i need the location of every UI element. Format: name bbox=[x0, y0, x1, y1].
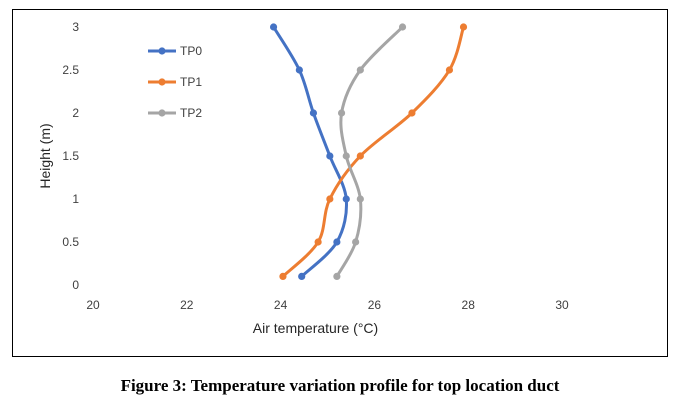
data-point bbox=[333, 272, 341, 280]
data-point bbox=[459, 23, 468, 31]
y-axis-title: Height (m) bbox=[37, 123, 53, 188]
x-tick-label: 28 bbox=[462, 298, 476, 312]
data-point bbox=[326, 152, 334, 160]
legend-swatch-marker bbox=[158, 109, 166, 117]
x-axis-title: Air temperature (°C) bbox=[253, 320, 378, 336]
x-tick-label: 30 bbox=[555, 298, 569, 312]
legend-item-tp1: TP1 bbox=[148, 75, 202, 89]
y-tick-label: 2 bbox=[72, 106, 79, 120]
series-tp2 bbox=[333, 23, 407, 280]
x-tick-label: 24 bbox=[274, 298, 288, 312]
series-line bbox=[281, 25, 466, 278]
data-point bbox=[269, 23, 278, 31]
legend-label: TP0 bbox=[180, 44, 202, 58]
chart-frame: 20 22 24 26 28 30 0 0.5 1 1.5 2 2.5 3 TP0 TP1 TP2 Air… bbox=[12, 9, 668, 357]
data-point bbox=[342, 152, 350, 160]
data-point bbox=[279, 272, 287, 280]
x-tick-label: 20 bbox=[86, 298, 100, 312]
data-point bbox=[309, 109, 318, 117]
y-tick-label: 1.5 bbox=[62, 149, 79, 163]
legend-item-tp0: TP0 bbox=[148, 44, 202, 58]
data-point bbox=[333, 238, 341, 246]
data-point bbox=[356, 195, 364, 203]
legend-swatch-marker bbox=[158, 47, 166, 55]
y-tick-label: 1 bbox=[72, 192, 79, 206]
data-point bbox=[445, 66, 454, 74]
y-tick-label: 0 bbox=[72, 278, 79, 292]
data-point bbox=[352, 238, 360, 246]
legend-swatch-marker bbox=[158, 78, 166, 86]
y-axis-ticks: 0 0.5 1 1.5 2 2.5 3 bbox=[62, 20, 79, 292]
data-point bbox=[295, 66, 303, 74]
x-tick-label: 26 bbox=[368, 298, 382, 312]
y-tick-label: 2.5 bbox=[62, 63, 79, 77]
legend-label: TP1 bbox=[180, 75, 202, 89]
data-point bbox=[408, 109, 416, 117]
series-tp1 bbox=[279, 23, 468, 280]
data-point bbox=[356, 152, 364, 160]
series-line bbox=[335, 25, 405, 278]
series-layer bbox=[269, 23, 468, 280]
figure-caption: Figure 3: Temperature variation profile … bbox=[120, 376, 560, 395]
y-tick-label: 0.5 bbox=[62, 235, 79, 249]
data-point bbox=[337, 109, 346, 117]
series-tp0 bbox=[269, 23, 350, 280]
legend-item-tp2: TP2 bbox=[148, 106, 202, 120]
data-point bbox=[342, 195, 350, 203]
data-point bbox=[326, 195, 334, 203]
legend-label: TP2 bbox=[180, 106, 202, 120]
chart: 20 22 24 26 28 30 0 0.5 1 1.5 2 2.5 3 TP0 TP1 TP2 Air… bbox=[37, 20, 569, 336]
data-point bbox=[398, 23, 407, 31]
legend: TP0 TP1 TP2 bbox=[148, 44, 202, 120]
data-point bbox=[314, 238, 322, 246]
x-tick-label: 22 bbox=[180, 298, 194, 312]
x-axis-ticks: 20 22 24 26 28 30 bbox=[86, 298, 569, 312]
data-point bbox=[356, 66, 364, 74]
data-point bbox=[298, 272, 306, 280]
y-tick-label: 3 bbox=[72, 20, 79, 34]
